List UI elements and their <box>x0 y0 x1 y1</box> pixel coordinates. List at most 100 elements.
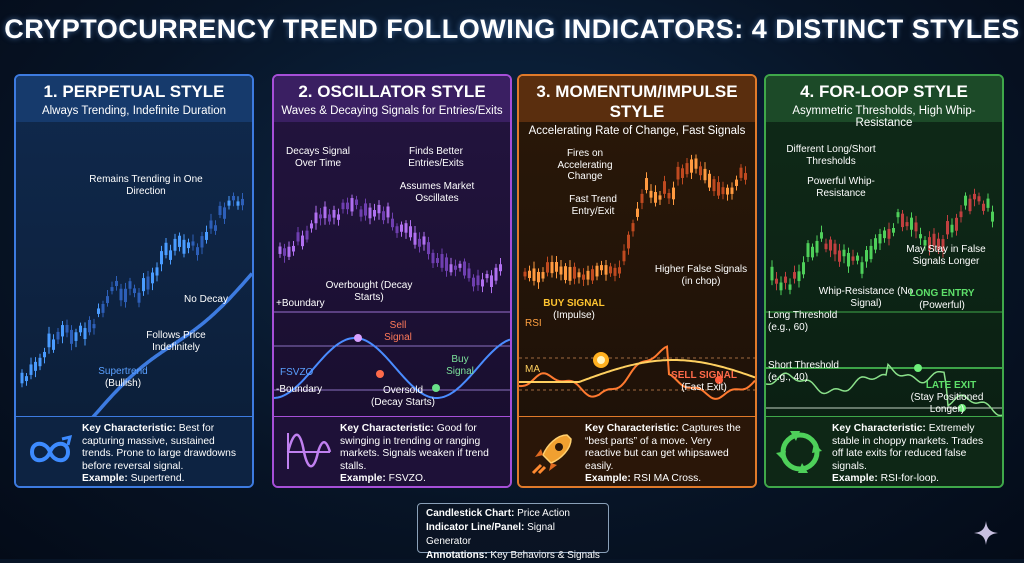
candle-body <box>946 221 949 235</box>
candle-body <box>636 208 639 217</box>
candle-body <box>283 248 286 256</box>
candle-body <box>968 198 972 212</box>
candle-body <box>218 205 222 216</box>
candle-body <box>699 166 702 176</box>
sell-signal-label: SELL SIGNAL <box>671 370 737 381</box>
price-chart <box>20 192 252 418</box>
candle-body <box>982 203 985 211</box>
candle-body <box>191 241 195 246</box>
overbought-label: Overbought (Decay Starts) <box>325 280 413 303</box>
long-entry-marker <box>914 364 922 372</box>
candle-body <box>454 265 457 270</box>
candle-body <box>463 261 466 276</box>
candle-body <box>52 339 55 350</box>
candle-body <box>721 187 725 195</box>
candle-body <box>214 225 217 231</box>
candle-body <box>101 303 105 313</box>
fsvzo-label: FSVZO <box>280 367 314 378</box>
candle-body <box>901 213 904 228</box>
candle-body <box>241 198 244 206</box>
candle-body <box>418 238 421 247</box>
annotation-whip-resistance: Powerful Whip-Resistance <box>807 176 875 199</box>
candle-body <box>106 296 109 304</box>
annotation-assumes-oscillates: Assumes Market Oscillates <box>399 181 475 204</box>
candle-body <box>910 217 913 230</box>
candle-body <box>368 207 372 219</box>
candle-body <box>178 235 181 247</box>
candle-body <box>341 202 345 210</box>
candle-body <box>735 179 738 186</box>
legend-box: Candlestick Chart: Price Action Indicato… <box>417 503 609 561</box>
candle-body <box>187 242 190 249</box>
annotation-decays-signal: Decays Signal Over Time <box>286 146 350 169</box>
candle-body <box>65 324 69 333</box>
candle-body <box>386 206 390 218</box>
candle-body <box>146 276 150 290</box>
candle-body <box>559 266 563 275</box>
key-label: Key Characteristic: <box>340 423 434 434</box>
candle-body <box>824 243 828 250</box>
candle-body <box>278 246 282 254</box>
candle-body <box>400 224 403 232</box>
candle-body <box>973 193 976 200</box>
legend-item: Indicator Line/Panel: Signal Generator <box>426 521 600 549</box>
candle-body <box>744 173 747 180</box>
panel-footer: Key Characteristic: Good for swinging in… <box>274 416 510 486</box>
candle-body <box>296 232 300 242</box>
candle-body <box>319 214 322 219</box>
candle-body <box>490 275 493 288</box>
candle-body <box>726 187 729 195</box>
key-characteristic: Key Characteristic: Extremely stable in … <box>832 423 996 486</box>
candle-body <box>649 190 653 198</box>
candle-body <box>672 187 675 200</box>
candle-body <box>788 284 792 290</box>
candle-body <box>305 230 309 240</box>
price-chart <box>766 188 1002 417</box>
candle-body <box>833 243 837 255</box>
candle-body <box>164 242 168 256</box>
candle-body <box>622 250 626 262</box>
candle-body <box>115 280 118 287</box>
candle-body <box>537 271 540 283</box>
minus-boundary-label: -Boundary <box>276 384 323 395</box>
candle-body <box>573 266 576 279</box>
candle-body <box>932 233 936 246</box>
sell-signal-marker <box>715 376 723 384</box>
candle-body <box>314 212 318 224</box>
candle-body <box>896 212 900 218</box>
candle-body <box>328 214 331 222</box>
candle-body <box>546 262 549 273</box>
candle-body <box>717 182 720 196</box>
candle-body <box>815 240 819 253</box>
candle-body <box>690 159 693 173</box>
candle-body <box>310 223 313 229</box>
candle-body <box>137 292 141 303</box>
key-text: Extremely stable in choppy markets. Trad… <box>832 423 984 472</box>
panel-footer: Key Characteristic: Best for capturing m… <box>16 416 252 486</box>
supertrend-line <box>89 272 252 418</box>
panel-oscillator-style: 2. OSCILLATOR STYLE Waves & Decaying Sig… <box>272 74 512 488</box>
candle-body <box>811 246 814 258</box>
candle-body <box>404 223 408 233</box>
candle-body <box>964 195 967 206</box>
candle-body <box>838 250 841 262</box>
rsi-label: RSI <box>525 318 542 329</box>
page-title: CRYPTOCURRENCY TREND FOLLOWING INDICATOR… <box>4 14 1020 44</box>
candle-body <box>346 202 349 210</box>
example-text: FSVZO. <box>385 473 426 484</box>
candle-body <box>173 238 177 251</box>
candle-body <box>169 250 172 260</box>
cycle-arrows-icon <box>776 431 822 473</box>
whip-resistance-label: Whip-Resistance (No Signal) <box>818 286 914 309</box>
candle-body <box>223 207 226 219</box>
annotation-fast-trend: Fast Trend Entry/Exit <box>569 194 617 217</box>
candle-body <box>712 179 716 192</box>
price-chart <box>519 154 755 400</box>
legend-label: Candlestick Chart: <box>426 508 515 519</box>
candle-body <box>88 319 91 333</box>
candle-body <box>74 332 78 341</box>
candle-body <box>523 271 527 277</box>
candle-body <box>431 252 435 264</box>
candle-body <box>472 277 475 287</box>
key-text: Best for capturing massive, sustained tr… <box>82 423 236 472</box>
